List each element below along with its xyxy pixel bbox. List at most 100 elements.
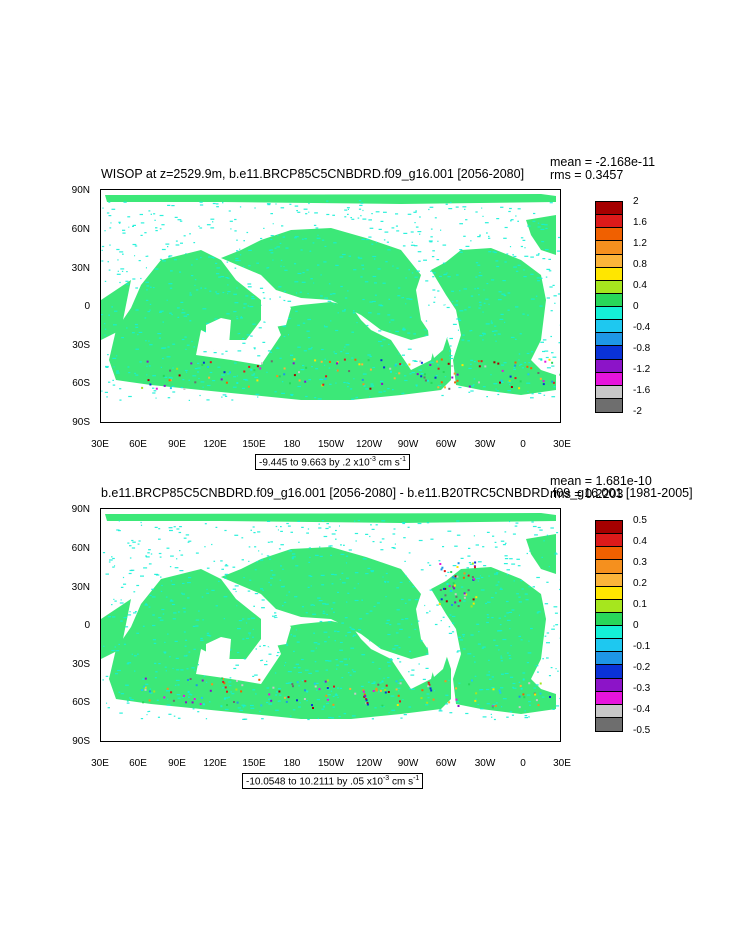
stipple-mark [358,257,363,259]
panel-top: WISOP at z=2529.9m, b.e11.BRCP85C5CNBDRD… [0,0,733,471]
stipple-mark [245,622,248,624]
stipple-mark [316,237,321,239]
colorbar [595,201,623,413]
anomaly-mark [256,379,259,382]
anomaly-mark [375,687,378,690]
anomaly-speckles [141,358,560,390]
stipple-mark [173,259,177,261]
stipple-mark [167,204,171,206]
stipple-mark [402,245,406,247]
stipple-mark [313,224,317,226]
stipple-mark [351,218,355,220]
stipple-mark [317,234,319,236]
stipple-mark [279,694,282,696]
stipple-mark [213,352,217,354]
stipple-mark [310,278,313,280]
stipple-mark [252,323,256,325]
stipple-mark [287,525,291,527]
stipple-mark [518,353,521,355]
stipple-mark [556,250,560,252]
stipple-mark [495,645,499,647]
stipple-mark [115,650,120,652]
stipple-mark [354,520,356,522]
range-exponent: -3 [369,456,376,463]
stipple-mark [162,613,165,615]
stipple-mark [126,702,130,704]
stipple-mark [171,205,175,207]
stipple-mark [160,366,162,368]
stipple-mark [167,633,169,635]
stipple-mark [390,319,395,321]
anomaly-mark [456,575,459,578]
stipple-mark [395,632,399,634]
stipple-mark [154,573,159,575]
anomaly-mark [259,367,262,370]
stipple-mark [247,305,249,307]
stipple-mark [248,560,250,562]
colorbar-box [596,665,622,679]
stipple-mark [527,225,531,227]
stipple-mark [493,383,498,385]
anomaly-mark [440,598,443,601]
stipple-mark [499,318,504,320]
stipple-mark [127,614,132,616]
anomaly-mark [448,387,451,390]
stipple-mark [342,582,346,584]
map-field [101,194,560,401]
stipple-mark [350,388,353,390]
stipple-mark [297,520,300,522]
stipple-mark [333,351,335,353]
stipple-mark [191,667,195,669]
stipple-mark [340,544,342,546]
anomaly-mark [428,683,431,686]
stipple-mark [449,357,453,360]
stipple-mark [409,650,411,652]
stipple-mark [343,544,345,546]
stipple-mark [500,655,502,657]
stipple-mark [145,267,147,269]
colorbar-label: 0 [633,620,639,631]
stipple-mark [533,212,536,215]
stipple-mark [176,528,180,530]
stipple-mark [218,580,220,582]
stipple-mark [545,227,548,229]
stipple-mark [155,397,157,399]
stipple-mark [389,330,391,332]
stipple-mark [426,693,430,695]
stipple-mark [438,710,443,712]
anomaly-mark [444,594,447,597]
stipple-mark [459,310,464,312]
stipple-mark [349,626,352,628]
stipple-mark [408,269,410,271]
stipple-mark [368,219,372,221]
stipple-mark [544,224,548,226]
stipple-mark [272,223,274,225]
stipple-mark [414,599,419,601]
stipple-mark [307,718,310,721]
stipple-mark [462,206,467,208]
stipple-mark [544,603,549,605]
stipple-mark [499,588,503,590]
stipple-mark [463,288,467,290]
stipple-mark [126,327,128,329]
stipple-mark [506,619,511,621]
stipple-mark [544,635,547,637]
stipple-mark [408,552,411,554]
stipple-mark [559,697,560,700]
stipple-mark [321,239,325,241]
stipple-mark [261,659,264,661]
stipple-mark [278,548,281,550]
stipple-mark [125,684,129,686]
stipple-mark [463,635,465,637]
lon-label: 120E [203,758,227,769]
colorbar-box [596,359,622,373]
stipple-mark [296,210,298,212]
stipple-mark [150,553,153,555]
stipple-mark [105,365,109,368]
stipple-mark [506,652,509,654]
stipple-mark [420,640,423,642]
stipple-mark [410,244,415,246]
stipple-mark [353,634,356,636]
stipple-mark [170,599,173,601]
stipple-mark [437,240,439,242]
